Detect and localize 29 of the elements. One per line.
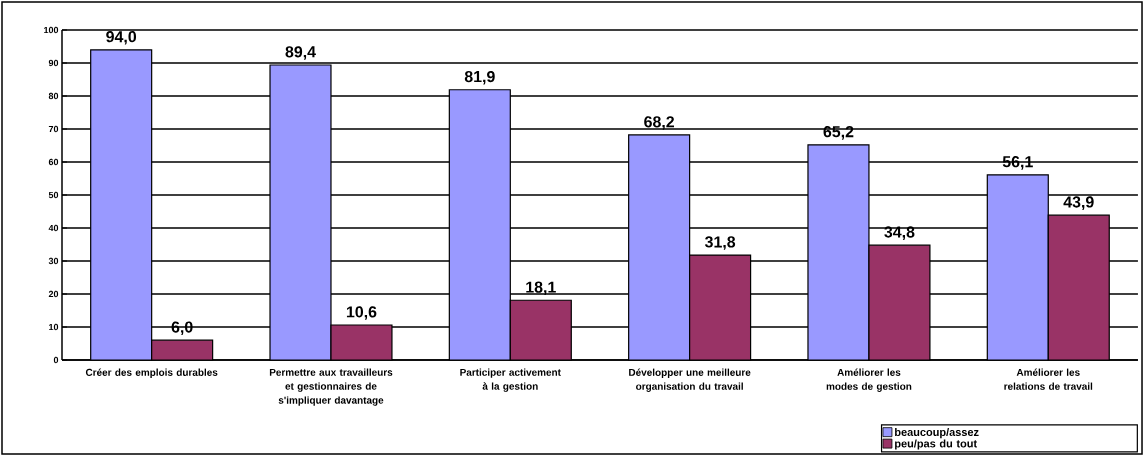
- y-tick-label: 0: [53, 356, 59, 364]
- data-label: 31,8: [704, 236, 736, 250]
- legend-label: peu/pas du tout: [895, 439, 977, 450]
- data-label: 89,4: [285, 46, 316, 60]
- data-label: 18,1: [526, 281, 556, 296]
- x-tick-label: Améliorer les modes de gestion: [826, 368, 912, 392]
- data-label: 10,6: [346, 306, 377, 320]
- y-tick-label: 70: [48, 125, 59, 133]
- data-label: 43,9: [1063, 196, 1094, 210]
- y-tick-label: 100: [44, 26, 59, 34]
- x-tick-label: Améliorer les relations de travail: [1004, 368, 1093, 390]
- y-tick-label: 60: [48, 158, 59, 166]
- data-label: 68,2: [644, 116, 675, 130]
- y-tick-label: 10: [49, 323, 59, 331]
- y-tick-label: 50: [48, 191, 59, 199]
- data-label: 34,8: [884, 226, 915, 240]
- y-tick-label: 30: [48, 257, 59, 265]
- y-tick-label: 80: [48, 92, 59, 100]
- data-label: 81,9: [464, 70, 495, 85]
- data-label: 65,2: [823, 126, 854, 140]
- x-tick-label: Créer des emplois durables: [85, 368, 218, 378]
- y-tick-label: 40: [48, 224, 59, 232]
- x-tick-label: Permettre aux travailleurs et gestionnaires de s'impliquer davantage: [269, 368, 393, 406]
- x-tick-label: Développer une meilleure organisation du travail: [629, 368, 751, 392]
- y-tick-label: 90: [48, 59, 59, 67]
- legend-label: beaucoup/assez: [895, 427, 979, 439]
- y-tick-label: 20: [48, 290, 59, 298]
- data-label: 94,0: [106, 31, 137, 45]
- x-tick-label: Participer activement à la gestion: [460, 368, 561, 392]
